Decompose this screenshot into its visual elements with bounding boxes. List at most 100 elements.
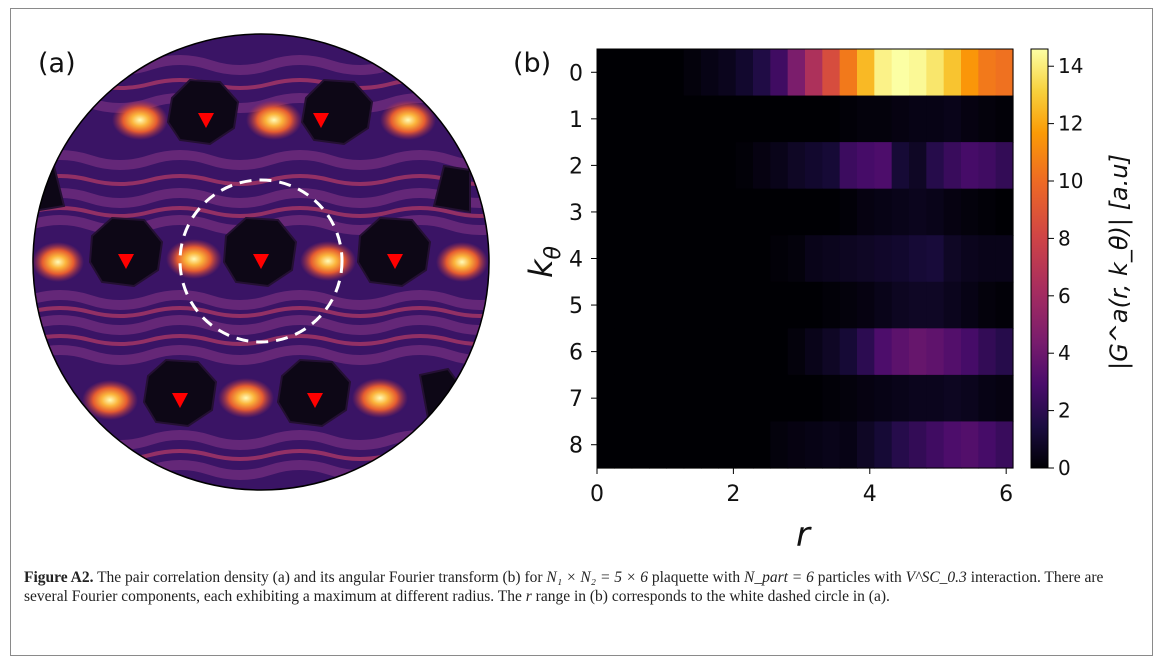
heatmap-cell xyxy=(909,95,927,143)
heatmap-cell xyxy=(857,142,875,190)
heatmap-cell xyxy=(649,49,667,97)
y-tick-label: 1 xyxy=(569,108,583,133)
heatmap-cell xyxy=(926,281,945,329)
y-axis-ticks: 0 1 2 3 4 5 6 7 8 xyxy=(569,61,597,459)
heatmap-cell xyxy=(770,49,789,97)
heatmap-cell xyxy=(805,95,823,143)
heatmap-cell xyxy=(926,374,945,423)
heatmap-cell xyxy=(874,421,893,469)
heatmap-cell xyxy=(787,188,806,236)
heatmap-cell xyxy=(597,188,615,236)
triangle-markers xyxy=(118,113,403,408)
heatmap-cell xyxy=(857,188,875,236)
heatmap-cell xyxy=(978,49,997,97)
heatmap-cell xyxy=(718,281,737,329)
heatmap-cell xyxy=(995,374,1014,423)
heatmap-cell xyxy=(718,235,737,283)
heatmap-cell xyxy=(666,142,685,190)
heatmap-cell xyxy=(770,142,789,190)
caption-formula-2: N_part = 6 xyxy=(744,569,814,586)
heatmap-cell xyxy=(822,142,841,190)
heatmap-cell xyxy=(770,235,789,283)
heatmap-cell xyxy=(891,421,910,469)
y-tick-label: 4 xyxy=(569,248,583,273)
heatmap-cell xyxy=(631,188,650,236)
heatmap-cell xyxy=(787,95,806,143)
y-tick-label: 8 xyxy=(569,434,583,459)
heatmap-cell xyxy=(666,235,685,283)
heatmap-cell xyxy=(839,142,858,190)
heatmap-cell xyxy=(978,328,997,376)
heatmap-cell xyxy=(839,281,858,329)
y-axis-label: kθ xyxy=(522,245,566,278)
y-axis-label-base: k xyxy=(522,258,560,278)
heatmap-cell xyxy=(718,188,737,236)
heatmap-cell xyxy=(822,188,841,236)
heatmap-cell xyxy=(943,49,962,97)
heatmap-cell xyxy=(753,281,771,329)
heatmap-cell xyxy=(701,49,719,97)
heatmap-cell xyxy=(597,49,615,97)
heatmap-cell xyxy=(753,421,771,469)
heatmap-cell xyxy=(943,142,962,190)
heatmap-cell xyxy=(597,281,615,329)
colorbar-label: |G^a(r, k_θ)| [a.u] xyxy=(1105,154,1133,370)
heatmap-cell xyxy=(701,328,719,376)
heatmap-cell xyxy=(995,281,1014,329)
heatmap-cell xyxy=(978,421,997,469)
x-tick-label: 6 xyxy=(999,482,1013,507)
y-tick-label: 2 xyxy=(569,154,583,179)
heatmap-cell xyxy=(597,421,615,469)
heatmap-cell xyxy=(926,142,945,190)
colorbar-tick-label: 6 xyxy=(1058,284,1071,308)
heatmap-cell xyxy=(649,281,667,329)
heatmap-cell xyxy=(874,142,893,190)
heatmap-cell xyxy=(753,235,771,283)
heatmap-cell xyxy=(753,188,771,236)
heatmap-cell xyxy=(787,235,806,283)
heatmap-cell xyxy=(701,142,719,190)
heatmap-cell xyxy=(891,95,910,143)
heatmap-cell xyxy=(857,421,875,469)
heatmap-cell xyxy=(874,281,893,329)
heatmap-cell xyxy=(718,374,737,423)
x-axis-ticks: 0 2 4 6 xyxy=(590,468,1013,507)
heatmap-cell xyxy=(666,421,685,469)
heatmap-cell xyxy=(770,328,789,376)
heatmap-cell xyxy=(787,421,806,469)
heatmap-cell xyxy=(995,142,1014,190)
heatmap-cell xyxy=(614,142,633,190)
heatmap-cell xyxy=(649,142,667,190)
heatmap-cell xyxy=(683,49,702,97)
heatmap-cell xyxy=(753,142,771,190)
x-tick-label: 4 xyxy=(863,482,877,507)
heatmap-cell xyxy=(909,328,927,376)
heatmap-cell xyxy=(597,142,615,190)
heatmap-cell xyxy=(961,421,979,469)
heatmap-cell xyxy=(909,49,927,97)
heatmap-cell xyxy=(874,49,893,97)
heatmap-cell xyxy=(631,142,650,190)
heatmap-cell xyxy=(597,328,615,376)
heatmap-cell xyxy=(735,328,754,376)
heatmap-cell xyxy=(891,328,910,376)
heatmap-cell xyxy=(614,374,633,423)
heatmap-cell xyxy=(631,95,650,143)
caption-text-1: The pair correlation density (a) and its… xyxy=(93,569,547,586)
heatmap-cell xyxy=(909,374,927,423)
heatmap-cell xyxy=(649,188,667,236)
caption-text-3: particles with xyxy=(813,569,906,586)
heatmap-cell xyxy=(631,328,650,376)
heatmap-cell xyxy=(891,281,910,329)
heatmap-cell xyxy=(995,421,1014,469)
heatmap-cell xyxy=(822,328,841,376)
heatmap-cell xyxy=(961,49,979,97)
heatmap-cell xyxy=(891,235,910,283)
heatmap-cell xyxy=(805,328,823,376)
heatmap-cell xyxy=(874,235,893,283)
heatmap-cell xyxy=(978,235,997,283)
heatmap-cell xyxy=(805,281,823,329)
heatmap-cell xyxy=(770,421,789,469)
colorbar-tick-label: 0 xyxy=(1058,456,1071,480)
